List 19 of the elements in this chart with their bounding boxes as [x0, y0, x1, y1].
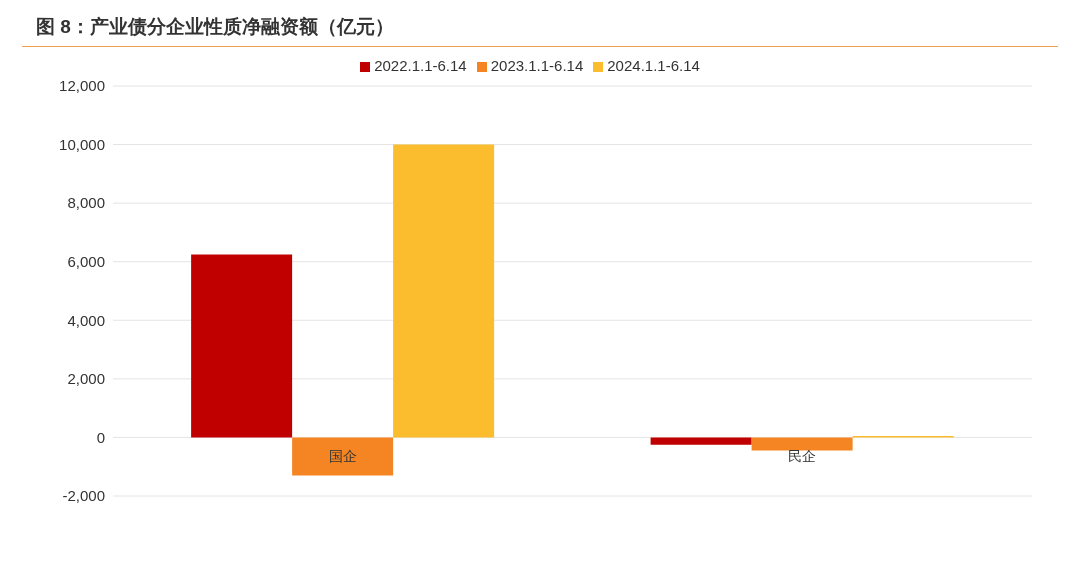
legend-label: 2023.1.1-6.14 — [490, 57, 584, 74]
legend-label: 2022.1.1-6.14 — [374, 57, 467, 74]
bar — [191, 254, 293, 438]
y-tick-label: 8,000 — [67, 194, 105, 212]
x-tick-label: 民企 — [788, 448, 817, 465]
bar — [292, 437, 394, 476]
y-tick-label: 2,000 — [67, 370, 105, 388]
y-tick-label: 6,000 — [67, 253, 105, 271]
x-tick-label: 国企 — [328, 448, 357, 465]
y-tick-label: 12,000 — [59, 77, 105, 95]
y-tick-label: 4,000 — [67, 311, 105, 329]
y-tick-label: -2,000 — [62, 487, 105, 505]
y-tick-label: 0 — [96, 428, 105, 446]
chart-title: 图 8：产业债分企业性质净融资额（亿元） — [35, 15, 395, 39]
bar — [751, 437, 853, 451]
legend-label: 2024.1.1-6.14 — [607, 57, 700, 74]
bar — [393, 144, 495, 438]
bar — [650, 437, 752, 445]
y-tick-label: 10,000 — [59, 135, 105, 153]
